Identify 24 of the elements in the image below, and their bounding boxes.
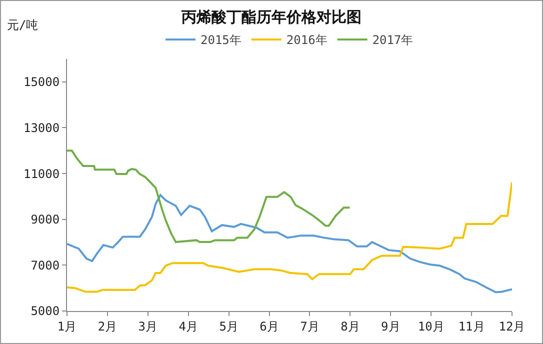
line-series	[67, 150, 351, 244]
x-tick-label: 10月	[418, 319, 444, 334]
legend-label: 2017年	[372, 33, 414, 48]
y-tick-label: 9000	[30, 212, 60, 227]
y-tick-label: 13000	[23, 120, 60, 135]
y-tick-label: 5000	[30, 304, 60, 318]
y-tick-label: 11000	[23, 166, 60, 181]
x-tick-label: 11月	[458, 319, 485, 334]
legend-label: 2016年	[286, 33, 328, 48]
x-tick-label: 4月	[178, 319, 198, 334]
x-tick-label: 7月	[300, 319, 320, 334]
x-tick-label: 12月	[498, 319, 526, 334]
x-tick-label: 1月	[57, 319, 77, 334]
y-tick-label: 15000	[23, 75, 60, 90]
y-tick-label: 7000	[30, 258, 60, 272]
x-tick-label: 5月	[219, 319, 238, 334]
y-axis-title: 元/吨	[7, 18, 38, 32]
legend-label: 2015年	[200, 33, 242, 48]
x-tick-label: 9月	[381, 319, 400, 334]
chart-title: 丙烯酸丁酯历年价格对比图	[180, 8, 362, 26]
x-tick-label: 6月	[260, 319, 279, 334]
x-tick-label: 3月	[138, 319, 158, 334]
x-tick-label: 2月	[98, 319, 118, 334]
x-tick-label: 8月	[340, 319, 360, 334]
